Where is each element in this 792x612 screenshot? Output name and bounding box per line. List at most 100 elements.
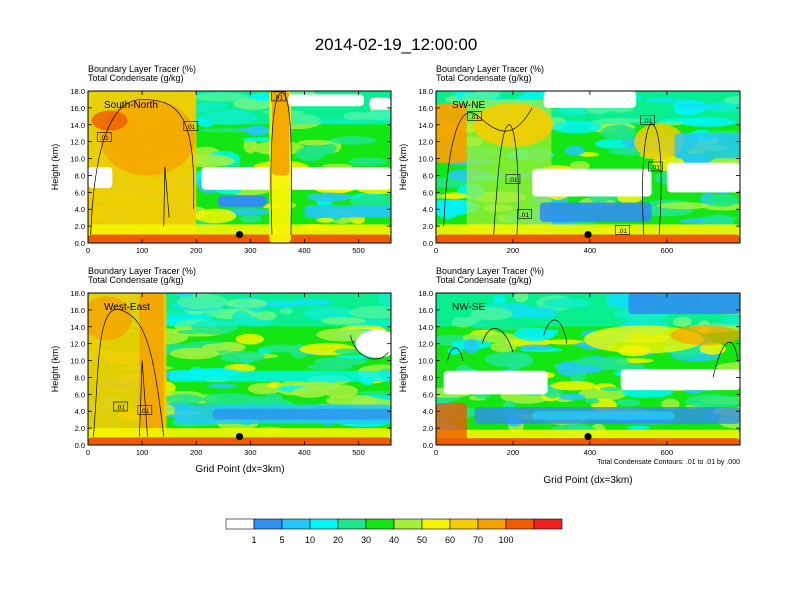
x-tick-label: 0 (86, 448, 90, 457)
y-tick-label: 2.0 (75, 222, 85, 231)
field-patch (264, 393, 283, 404)
y-tick-label: 12.0 (70, 138, 85, 147)
x-tick-label: 200 (190, 246, 203, 255)
panel-name: South-North (104, 100, 158, 111)
y-tick-label: 10.0 (70, 357, 85, 366)
clear-layer (288, 94, 364, 107)
contour-label-box (640, 115, 655, 125)
x-tick-label: 600 (661, 246, 674, 255)
field-patch (616, 124, 629, 138)
field-patch (297, 139, 333, 146)
plot-frame (87, 90, 392, 244)
field-patch (657, 202, 710, 210)
field-patch (514, 327, 556, 342)
field-patch (306, 192, 352, 202)
panel-header-line1: Boundary Layer Tracer (%) (88, 266, 196, 276)
location-marker (584, 432, 592, 441)
field-patch (202, 343, 245, 351)
chart-panel-4: Boundary Layer Tracer (%)Total Condensat… (398, 266, 741, 457)
field-band (674, 133, 740, 159)
clear-layer (304, 168, 391, 189)
y-tick-label: 16.0 (70, 104, 85, 113)
x-tick-label: 100 (136, 448, 149, 457)
clear-layer (88, 167, 113, 189)
field-patch (325, 394, 378, 407)
location-marker (584, 230, 592, 239)
y-tick-label: 14.0 (418, 323, 433, 332)
contour-line (350, 335, 389, 360)
y-axis-title: Height (km) (50, 346, 60, 393)
field-patch (546, 329, 560, 334)
y-tick-label: 4.0 (75, 205, 85, 214)
field-patch (356, 390, 391, 396)
contour-line (712, 341, 739, 378)
field-patch (235, 333, 264, 345)
contour-label-box (96, 132, 112, 142)
field-patch (505, 354, 524, 371)
field-band (436, 438, 740, 445)
x-axis-title-right: Grid Point (dx=3km) (543, 475, 632, 486)
y-tick-label: 4.0 (75, 407, 85, 416)
location-marker (235, 230, 244, 239)
clear-layer (443, 370, 548, 395)
panel-name: West-East (104, 302, 150, 313)
panel-header-line2: Total Condensate (g/kg) (88, 73, 184, 83)
y-tick-label: 12.0 (70, 340, 85, 349)
colorbar-label: 60 (445, 535, 455, 545)
colorbar-swatch (253, 518, 283, 530)
contour-label: .01 (651, 165, 660, 172)
panel-header-line1: Boundary Layer Tracer (%) (436, 266, 544, 276)
y-tick-label: 14.0 (70, 121, 85, 130)
contour-label: .01 (643, 118, 652, 125)
field-patch (569, 160, 590, 171)
colorbar-swatch (393, 518, 423, 530)
field-band (217, 195, 267, 207)
x-tick-label: 300 (244, 246, 257, 255)
field-patch (220, 350, 265, 363)
y-tick-label: 16.0 (418, 104, 433, 113)
field-patch (699, 342, 727, 355)
x-tick-label: 100 (136, 246, 149, 255)
y-tick-label: 12.0 (418, 340, 433, 349)
y-tick-label: 4.0 (423, 205, 433, 214)
x-tick-label: 200 (507, 246, 520, 255)
x-tick-label: 0 (86, 246, 90, 255)
field-patch (307, 363, 353, 371)
colorbar-swatch (337, 518, 367, 530)
panel-header-line1: Boundary Layer Tracer (%) (88, 64, 196, 74)
field-band (169, 370, 391, 382)
field-patch (316, 217, 335, 223)
field-patch (176, 329, 204, 334)
contour-line (481, 328, 514, 353)
field-patch (594, 139, 629, 149)
y-tick-label: 14.0 (418, 121, 433, 130)
y-axis-title: Height (km) (50, 144, 60, 191)
contour-line (493, 124, 519, 235)
chart-panel-1: Boundary Layer Tracer (%)Total Condensat… (50, 64, 392, 255)
field-patch (348, 157, 387, 166)
y-tick-label: 8.0 (75, 171, 85, 180)
contour-label: .01 (140, 408, 149, 415)
y-tick-label: 6.0 (423, 188, 433, 197)
panel-name: SW-NE (452, 100, 485, 111)
y-tick-label: 0.0 (75, 239, 85, 248)
chart-panel-3: Boundary Layer Tracer (%)Total Condensat… (50, 266, 392, 457)
condensate-contours (90, 92, 292, 235)
x-tick-label: 300 (244, 448, 257, 457)
field-patch (202, 393, 257, 406)
field-patch (564, 145, 585, 156)
field-band (212, 408, 391, 420)
field-patch (559, 393, 586, 401)
y-tick-label: 4.0 (423, 407, 433, 416)
panel-header-line2: Total Condensate (g/kg) (88, 275, 184, 285)
x-tick-label: 200 (190, 448, 203, 457)
contour-label-box (271, 91, 286, 102)
field-patch (578, 152, 599, 157)
field-band (88, 437, 391, 445)
y-tick-label: 8.0 (75, 373, 85, 382)
field-patch (442, 192, 467, 200)
x-tick-label: 400 (298, 448, 311, 457)
field-patch (585, 397, 600, 405)
contour-label: .01 (100, 135, 109, 142)
